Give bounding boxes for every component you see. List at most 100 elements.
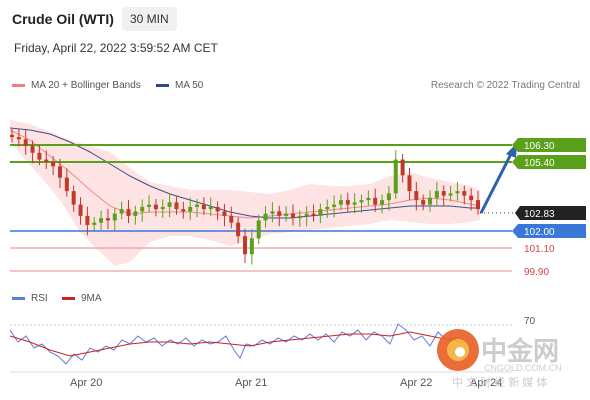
legend-swatch-rsi — [12, 297, 25, 300]
candle-body — [332, 204, 337, 207]
candle-body — [208, 206, 213, 210]
candle-body — [284, 213, 289, 216]
x-label-apr20: Apr 20 — [70, 377, 102, 389]
candle-body — [229, 215, 234, 223]
rsi-line — [9, 323, 463, 365]
candle-body — [181, 209, 186, 212]
legend-ma20-label: MA 20 + Bollinger Bands — [31, 80, 141, 91]
candle-body — [476, 200, 480, 210]
candle-body — [386, 193, 391, 201]
candle-body — [10, 134, 14, 138]
x-label-apr21: Apr 21 — [235, 377, 267, 389]
candle-body — [263, 213, 268, 221]
candle-body — [85, 215, 90, 225]
label-pivot-text: 102.00 — [524, 227, 555, 238]
rsi-70-label: 70 — [524, 316, 536, 327]
candle-body — [44, 159, 49, 162]
rsi-ma-line — [9, 331, 466, 357]
candle-body — [414, 191, 419, 201]
candle-body — [195, 204, 200, 207]
candle-body — [366, 197, 371, 201]
candle-body — [99, 218, 104, 223]
candle-body — [434, 191, 439, 198]
label-last-text: 102.83 — [524, 209, 555, 220]
candle-body — [201, 204, 206, 210]
candle-body — [380, 200, 385, 205]
candle-body — [174, 202, 179, 210]
candle-body — [304, 213, 309, 216]
candle-body — [37, 152, 42, 160]
candle-body — [462, 191, 467, 196]
legend-rsi-ma-label: 9MA — [81, 293, 102, 304]
candle-body — [393, 159, 398, 194]
candle-body — [126, 209, 131, 216]
candle-body — [352, 202, 357, 205]
bollinger-band — [10, 120, 480, 266]
research-credit: Research © 2022 Trading Central — [430, 80, 580, 91]
candle-body — [153, 204, 158, 210]
watermark-site: CNGOLD.COM.CN — [484, 363, 562, 373]
candle-body — [359, 200, 364, 203]
timestamp: Friday, April 22, 2022 3:59:52 AM CET — [14, 41, 218, 55]
ma20-line — [9, 129, 481, 219]
candle-body — [167, 202, 172, 207]
legend-rsi-ma: 9MA — [62, 293, 102, 304]
candle-body — [78, 204, 83, 216]
legend-swatch-ma20 — [12, 84, 25, 87]
legend-ma20: MA 20 + Bollinger Bands — [12, 80, 141, 91]
candle-body — [400, 159, 405, 176]
candle-body — [373, 197, 378, 205]
watermark-brand: 中金网 — [481, 336, 559, 366]
candle-body — [222, 211, 227, 216]
label-r2-text: 106.30 — [524, 141, 555, 152]
label-r1-text: 105.40 — [524, 158, 555, 169]
candle-body — [277, 211, 282, 216]
candle-body — [188, 206, 193, 212]
candle-body — [71, 191, 76, 205]
candle-body — [64, 177, 69, 192]
candle-body — [428, 197, 433, 205]
label-pivot: 102.00 — [512, 224, 586, 238]
label-r1: 105.40 — [512, 155, 586, 169]
legend-swatch-rsi-ma — [62, 297, 75, 300]
label-last: 102.83 — [515, 206, 586, 220]
forecast-arrow — [479, 151, 514, 214]
legend-rsi-label: RSI — [31, 293, 48, 304]
candle-body — [290, 213, 295, 219]
legend-rsi: RSI — [12, 293, 48, 304]
legend-swatch-ma50 — [156, 84, 169, 87]
label-r2: 106.30 — [512, 138, 586, 152]
candle-body — [455, 191, 460, 194]
candlesticks — [10, 129, 480, 265]
instrument-title: Crude Oil (WTI) — [12, 11, 114, 27]
x-label-apr24: Apr 24 — [470, 377, 502, 389]
legend-ma50: MA 50 — [156, 80, 203, 91]
candle-body — [215, 206, 220, 212]
timeframe-button[interactable]: 30 MIN — [122, 7, 177, 31]
candle-body — [407, 175, 412, 192]
candle-body — [338, 200, 343, 205]
candle-body — [92, 222, 97, 225]
candle-body — [441, 191, 446, 196]
candle-body — [140, 206, 145, 212]
watermark-tagline: 中 文 财 经 新 媒 体 — [452, 375, 547, 389]
candle-body — [270, 211, 275, 214]
candle-body — [325, 206, 330, 210]
candle-body — [311, 213, 316, 216]
candle-body — [133, 211, 138, 216]
ma50-line — [9, 127, 480, 219]
candle-body — [345, 200, 350, 205]
candle-body — [297, 215, 302, 219]
candle-body — [243, 236, 247, 255]
candle-body — [469, 195, 474, 201]
candle-body — [112, 213, 117, 221]
watermark: 中金网 CNGOLD.COM.CN 中 文 财 经 新 媒 体 — [437, 329, 562, 389]
label-s2-text: 99.90 — [524, 267, 549, 278]
candle-body — [421, 200, 426, 205]
candle-body — [119, 209, 124, 214]
legend-ma50-label: MA 50 — [175, 80, 204, 91]
candle-body — [147, 204, 152, 207]
candle-body — [160, 206, 165, 210]
